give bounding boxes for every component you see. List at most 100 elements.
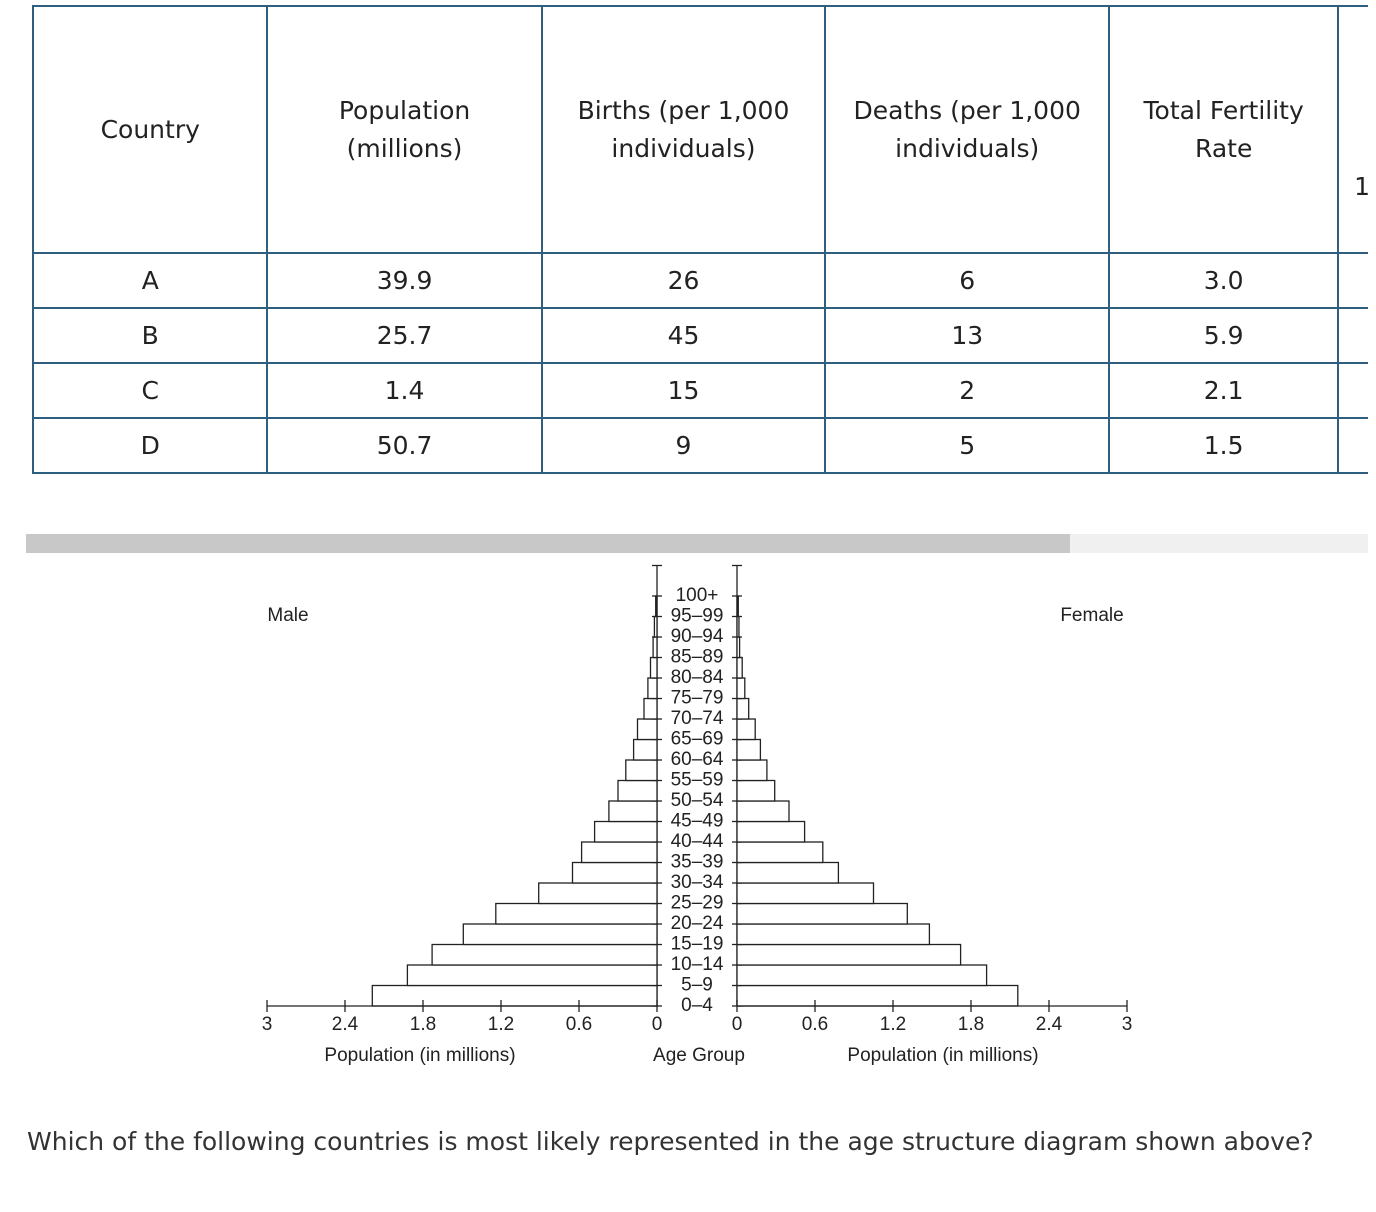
age-label: 35–39 bbox=[671, 852, 724, 873]
bar bbox=[371, 984, 658, 1007]
table-cell: 9 bbox=[540, 417, 827, 474]
age-label: 55–59 bbox=[671, 770, 724, 791]
age-label: 5–9 bbox=[681, 975, 713, 996]
data-table: Country Population (millions) Births (per … bbox=[32, 5, 1368, 474]
question: Which of the following countries is most… bbox=[27, 1127, 1314, 1156]
bar bbox=[649, 656, 658, 679]
table-cell: 39.9 bbox=[266, 252, 543, 309]
age-label: 90–94 bbox=[671, 626, 724, 647]
age-label: 65–69 bbox=[671, 729, 724, 750]
table-cell: 1.4 bbox=[266, 362, 543, 419]
table-cell: 6 bbox=[824, 252, 1111, 309]
table-cell: 8 bbox=[1337, 307, 1368, 364]
x-tick-label: 0 bbox=[732, 1014, 743, 1035]
bar bbox=[431, 943, 658, 966]
header-cell: Population (millions) bbox=[266, 5, 543, 254]
x-tick-label: 3 bbox=[262, 1014, 273, 1035]
table-cell: 1.5 bbox=[1108, 417, 1340, 474]
bar bbox=[571, 861, 658, 884]
bar bbox=[647, 677, 658, 700]
bar bbox=[736, 656, 743, 679]
x-tick-label: 1.2 bbox=[880, 1014, 906, 1035]
bar bbox=[593, 820, 658, 843]
table-cell: 45 bbox=[540, 307, 827, 364]
x-tick-label: 1.8 bbox=[958, 1014, 984, 1035]
bar bbox=[632, 738, 658, 761]
header-cell: Country bbox=[32, 5, 269, 254]
x-tick-label: 1.8 bbox=[410, 1014, 436, 1035]
bar bbox=[538, 882, 658, 905]
bar bbox=[736, 861, 840, 884]
table-cell: A bbox=[32, 252, 269, 309]
age-label: 70–74 bbox=[671, 708, 724, 729]
bar bbox=[736, 636, 741, 659]
bar bbox=[652, 636, 658, 659]
table-cell: 25.7 bbox=[266, 307, 543, 364]
bar bbox=[736, 800, 790, 823]
age-label: 25–29 bbox=[671, 893, 724, 914]
bar bbox=[636, 718, 658, 741]
bar bbox=[736, 943, 962, 966]
bar bbox=[625, 759, 658, 782]
scrollbar-thumb[interactable] bbox=[26, 534, 1070, 553]
x-tick-label: 0.6 bbox=[566, 1014, 592, 1035]
header-cell: Births (per 1,000 individuals) bbox=[540, 5, 827, 254]
bar bbox=[736, 984, 1019, 1007]
table-cell: 2 bbox=[1337, 252, 1368, 309]
bar bbox=[643, 697, 658, 720]
x-tick-label: 3 bbox=[1122, 1014, 1133, 1035]
age-label: 80–84 bbox=[671, 667, 724, 688]
table-cell: 26 bbox=[540, 252, 827, 309]
age-label: 95–99 bbox=[671, 606, 724, 627]
table-cell: 7 bbox=[1337, 362, 1368, 419]
bar bbox=[736, 902, 908, 925]
age-label: 75–79 bbox=[671, 688, 724, 709]
bar bbox=[617, 779, 658, 802]
age-label: 100+ bbox=[676, 585, 719, 606]
age-label: 60–64 bbox=[671, 749, 724, 770]
y-axis-label: Age Group bbox=[653, 1045, 745, 1066]
legend-label: Male bbox=[267, 605, 308, 626]
bar bbox=[736, 697, 750, 720]
x-tick-label: 0 bbox=[652, 1014, 663, 1035]
bar bbox=[736, 718, 756, 741]
bar bbox=[462, 923, 658, 946]
age-label: 0–4 bbox=[681, 995, 713, 1016]
x-tick-label: 0.6 bbox=[802, 1014, 828, 1035]
bar bbox=[736, 759, 768, 782]
table-container: Country Population (millions) Births (per … bbox=[32, 5, 1368, 474]
legend-label: Female bbox=[1060, 605, 1123, 626]
bar bbox=[736, 677, 746, 700]
table-cell: 5.9 bbox=[1108, 307, 1340, 364]
age-label: 85–89 bbox=[671, 647, 724, 668]
age-label: 45–49 bbox=[671, 811, 724, 832]
header-cell: Deaths (per 1,000 individuals) bbox=[824, 5, 1111, 254]
bar bbox=[608, 800, 658, 823]
header-cell: Infant Mortality Rate (per 1,000 births) bbox=[1337, 5, 1368, 254]
bar bbox=[736, 779, 776, 802]
age-label: 15–19 bbox=[671, 934, 724, 955]
table-cell: B bbox=[32, 307, 269, 364]
table-cell: C bbox=[32, 362, 269, 419]
bar bbox=[655, 595, 658, 618]
bar bbox=[736, 923, 931, 946]
age-label: 50–54 bbox=[671, 790, 724, 811]
bar bbox=[653, 615, 658, 638]
bar bbox=[580, 841, 658, 864]
scrollbar[interactable] bbox=[26, 534, 1368, 553]
age-label: 10–14 bbox=[671, 954, 724, 975]
x-axis-label: Population (in millions) bbox=[847, 1045, 1038, 1066]
bar bbox=[736, 841, 824, 864]
bar bbox=[495, 902, 658, 925]
table-cell: 13 bbox=[824, 307, 1111, 364]
bar bbox=[406, 964, 658, 987]
bar bbox=[736, 882, 875, 905]
bar bbox=[736, 615, 740, 638]
age-label: 20–24 bbox=[671, 913, 724, 934]
table-cell: D bbox=[32, 417, 269, 474]
age-label: 30–34 bbox=[671, 872, 724, 893]
